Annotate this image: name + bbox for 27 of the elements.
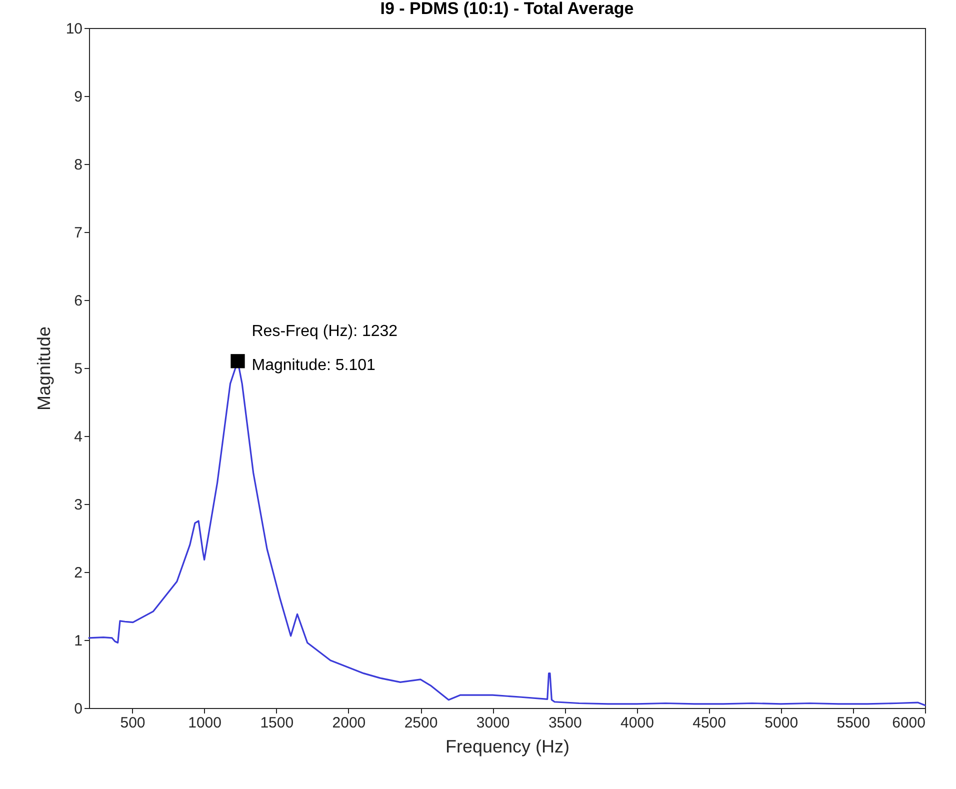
x-tick-label: 4500	[692, 714, 726, 732]
x-tick-label: 3500	[548, 714, 582, 732]
x-tick-label: 2500	[404, 714, 438, 732]
y-tick-label: 9	[74, 88, 82, 106]
annotation: Res-Freq (Hz): 1232 Magnitude: 5.101	[252, 323, 398, 374]
y-tick-label: 2	[74, 564, 82, 582]
x-tick-label: 5500	[836, 714, 870, 732]
x-tick-label: 6000	[892, 714, 926, 732]
x-axis-title: Frequency (Hz)	[445, 736, 570, 756]
y-tick-label: 6	[74, 292, 82, 310]
x-tick-label: 2000	[332, 714, 366, 732]
x-tick-label: 1000	[188, 714, 222, 732]
y-tick-label: 4	[74, 428, 82, 446]
y-tick-label: 8	[74, 156, 82, 174]
x-tick-label: 1500	[260, 714, 294, 732]
x-tick-label: 500	[120, 714, 146, 732]
y-tick-label: 5	[74, 360, 82, 378]
y-tick-label: 1	[74, 632, 82, 650]
x-tick-label: 5000	[764, 714, 798, 732]
x-tick-label: 3000	[476, 714, 510, 732]
y-tick-label: 0	[74, 700, 82, 718]
y-tick-label: 7	[74, 224, 82, 242]
y-tick-label: 10	[66, 20, 82, 38]
chart-title: I9 - PDMS (10:1) - Total Average	[380, 0, 634, 18]
y-axis-title: Magnitude	[34, 326, 54, 411]
x-tick-label: 4000	[620, 714, 654, 732]
y-tick-label: 3	[74, 496, 82, 514]
